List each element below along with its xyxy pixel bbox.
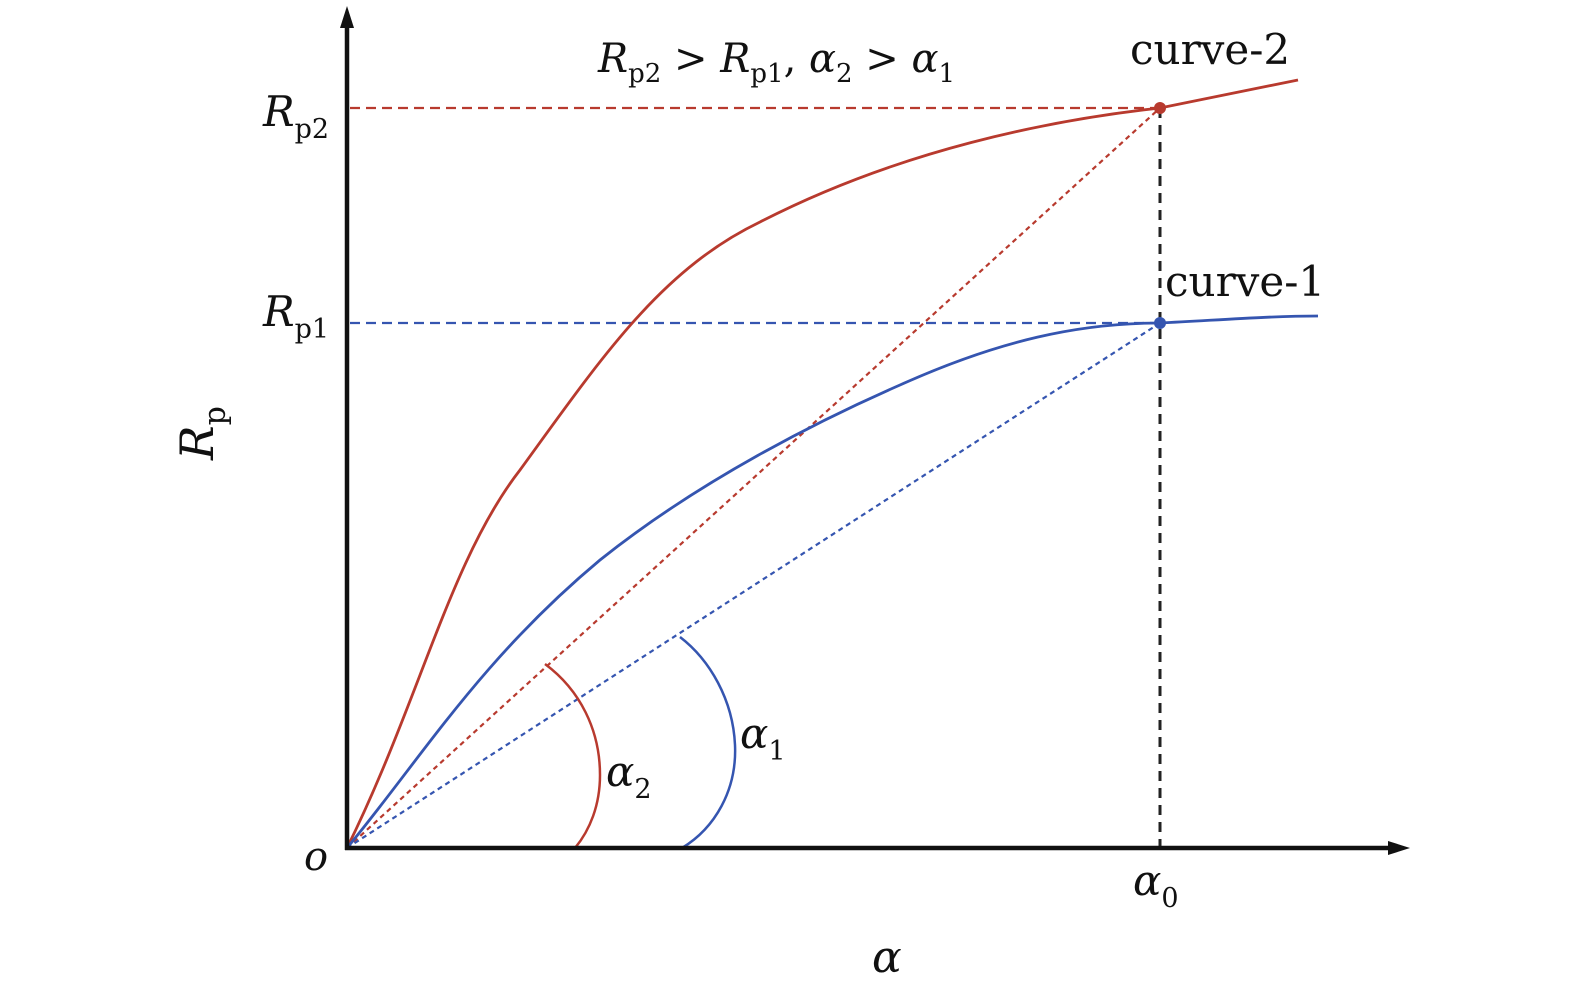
- y-axis-arrowhead: [340, 6, 354, 28]
- origin-label: o: [304, 834, 328, 880]
- secant-line-2: [346, 107, 1161, 849]
- curve-2-line: [345, 78, 1299, 849]
- alpha2-label: α2: [606, 747, 652, 805]
- rp1-label: Rp1: [262, 287, 329, 345]
- angle-arc-alpha1: [679, 636, 737, 850]
- relation-label: Rp2 > Rp1, α2 > α1: [597, 36, 955, 89]
- alpha0-label: α0: [1133, 856, 1179, 914]
- alpha1-label: α1: [740, 709, 786, 767]
- angle-arc-alpha2: [544, 662, 602, 849]
- secant-line-1: [346, 322, 1161, 849]
- curve-2-label: curve-2: [1130, 25, 1290, 74]
- curve-1-point: [1154, 317, 1166, 329]
- x-axis-arrowhead: [1388, 841, 1410, 855]
- rp2-label: Rp2: [262, 87, 329, 145]
- y-axis-title: Rp: [170, 406, 233, 461]
- x-axis-title: α: [872, 932, 902, 983]
- curve-1-line: [345, 314, 1319, 849]
- curve-2-point: [1154, 102, 1166, 114]
- curve-1-label: curve-1: [1165, 257, 1325, 306]
